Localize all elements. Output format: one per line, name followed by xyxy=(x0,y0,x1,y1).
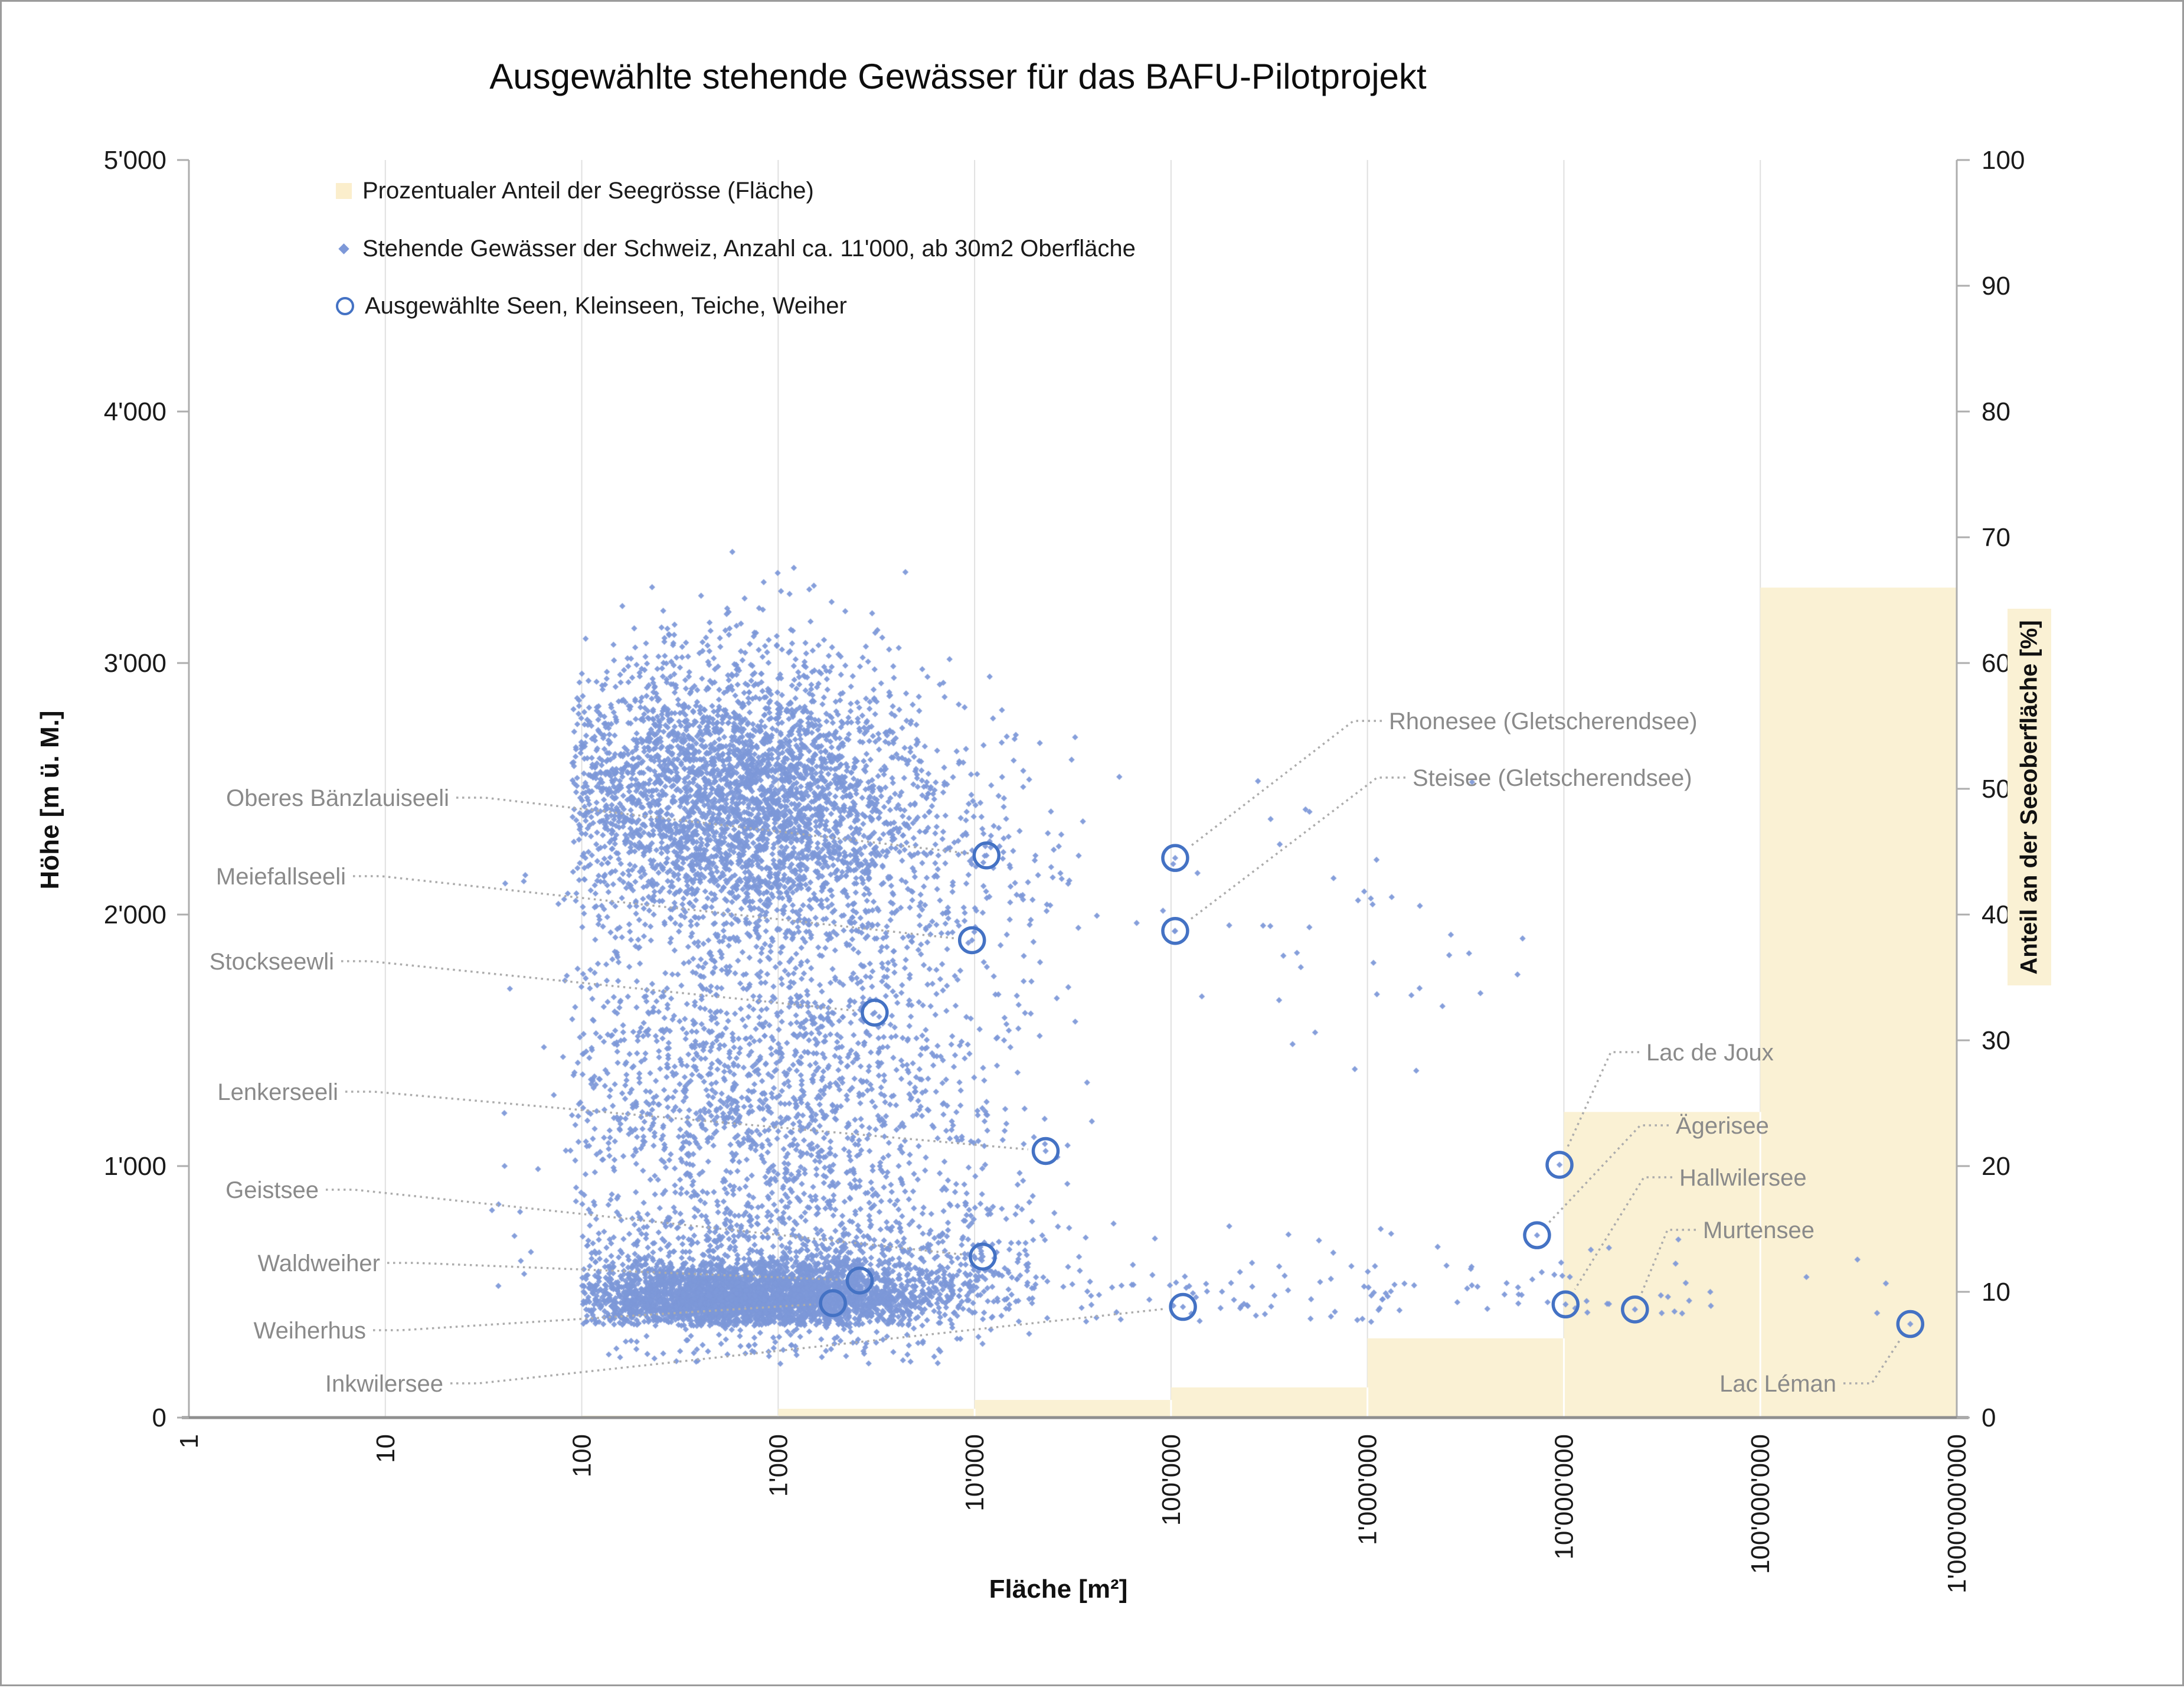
legend-item-area-share: Prozentualer Anteil der Seegrösse (Fläch… xyxy=(336,174,814,207)
selected-lake-marker xyxy=(1031,1137,1060,1165)
lake-label: Ägerisee xyxy=(1676,1113,1769,1139)
lake-callout-line xyxy=(373,1303,816,1331)
lake-callout-line xyxy=(1574,1176,1672,1290)
lake-callout-line xyxy=(387,1262,842,1281)
selected-lake-marker xyxy=(819,1289,847,1317)
selected-lake-marker xyxy=(861,998,889,1027)
lake-label: Inkwilersee xyxy=(325,1371,443,1397)
selected-lake-marker xyxy=(1896,1310,1925,1338)
selected-lake-marker xyxy=(1545,1151,1574,1179)
selected-lake-marker xyxy=(1621,1295,1649,1324)
selected-lake-marker xyxy=(969,1242,997,1271)
selected-lake-marker xyxy=(1161,916,1189,945)
selected-lake-marker xyxy=(1551,1290,1580,1319)
lake-label: Lenkerseeli xyxy=(217,1079,338,1105)
lake-callout-line xyxy=(345,1090,1028,1151)
selected-lake-marker xyxy=(1161,844,1189,872)
legend-item-selected: Ausgewählte Seen, Kleinseen, Teiche, Wei… xyxy=(336,289,847,322)
lake-label: Murtensee xyxy=(1703,1217,1814,1243)
lake-callout-line xyxy=(353,875,955,939)
selected-lake-marker xyxy=(972,841,1001,870)
lake-label: Stockseewli xyxy=(210,949,334,975)
lake-callout-line xyxy=(456,796,969,855)
legend-item-label: Prozentualer Anteil der Seegrösse (Fläch… xyxy=(362,177,814,204)
lake-callout-line xyxy=(326,1189,966,1256)
legend-item-label: Ausgewählte Seen, Kleinseen, Teiche, Wei… xyxy=(365,292,847,319)
lake-label: Meiefallseeli xyxy=(216,864,346,890)
selected-lake-marker xyxy=(1523,1221,1551,1249)
legend-scatter-dot-icon xyxy=(338,243,349,254)
legend-area-swatch-icon xyxy=(336,182,352,199)
lake-label: Geistsee xyxy=(225,1177,319,1203)
legend-selected-ring-icon xyxy=(336,296,354,315)
legend-item-scatter: Stehende Gewässer der Schweiz, Anzahl ca… xyxy=(336,232,1136,265)
lake-label: Rhonesee (Gletscherendsee) xyxy=(1389,708,1698,734)
y-right-axis-title: Anteil an der Seeoberfläche [%] xyxy=(2016,619,2042,975)
lake-label: Lac de Joux xyxy=(1646,1040,1774,1066)
lake-callout-line xyxy=(1565,1051,1639,1150)
lake-callout-line xyxy=(1843,1338,1902,1385)
lake-label: Oberes Bänzlauiseeli xyxy=(226,785,449,811)
lake-callout-line xyxy=(1188,776,1405,921)
lake-label: Waldweiher xyxy=(258,1251,380,1276)
legend-item-label: Stehende Gewässer der Schweiz, Anzahl ca… xyxy=(362,235,1136,262)
lake-label: Hallwilersee xyxy=(1679,1165,1807,1191)
lake-label: Lac Léman xyxy=(1719,1371,1836,1397)
chart-title: Ausgewählte stehende Gewässer für das BA… xyxy=(489,57,1427,96)
selected-lake-marker xyxy=(845,1266,874,1295)
selected-lake-marker xyxy=(1169,1292,1197,1321)
lake-label: Steisee (Gletscherendsee) xyxy=(1413,765,1692,791)
y-left-axis-title: Höhe [m ü. M.] xyxy=(35,710,64,890)
lake-callout-line xyxy=(1640,1229,1696,1294)
lake-callout-line xyxy=(341,960,858,1012)
lake-callout-line xyxy=(1188,720,1382,848)
lake-label: Weiherhus xyxy=(254,1318,366,1344)
selected-lake-marker xyxy=(957,926,986,955)
x-axis-title: Fläche [m²] xyxy=(989,1575,1128,1604)
y-right-axis-title-highlight: Anteil an der Seeoberfläche [%] xyxy=(2008,609,2051,985)
